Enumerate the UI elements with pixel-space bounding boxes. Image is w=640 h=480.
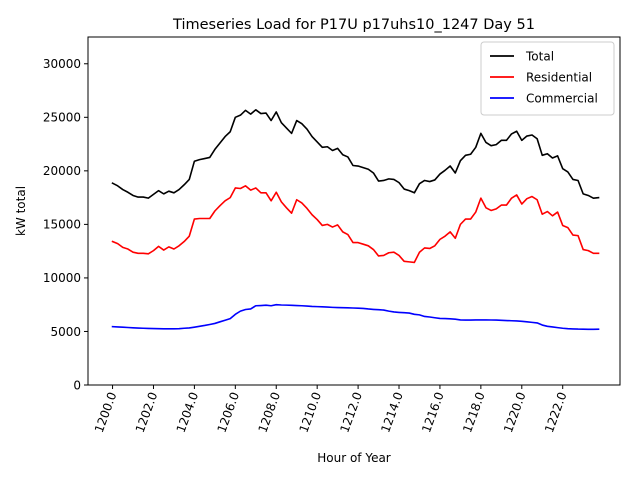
- y-tick-label: 15000: [43, 218, 81, 232]
- legend: Total Residential Commercial: [480, 41, 615, 116]
- legend-label-commercial: Commercial: [526, 91, 598, 105]
- legend-box: [480, 41, 615, 116]
- series-lines: [111, 109, 600, 331]
- axes-frame: [87, 36, 621, 386]
- y-tick-label: 30000: [43, 57, 81, 71]
- series-line-commercial: [111, 303, 600, 331]
- y-tick-label: 0: [73, 378, 81, 392]
- chart-title: Timeseries Load for P17U p17uhs10_1247 D…: [172, 17, 535, 33]
- series-line-total: [111, 109, 600, 199]
- x-axis-label: Hour of Year: [317, 451, 391, 465]
- series-line-residential: [111, 185, 600, 264]
- y-tick-label: 20000: [43, 164, 81, 178]
- y-tick-label: 25000: [43, 111, 81, 125]
- legend-label-total: Total: [525, 49, 554, 63]
- y-tick-label: 5000: [50, 325, 81, 339]
- y-tick-label: 10000: [43, 271, 81, 285]
- legend-label-residential: Residential: [526, 70, 592, 84]
- y-axis-label: kW total: [14, 186, 28, 236]
